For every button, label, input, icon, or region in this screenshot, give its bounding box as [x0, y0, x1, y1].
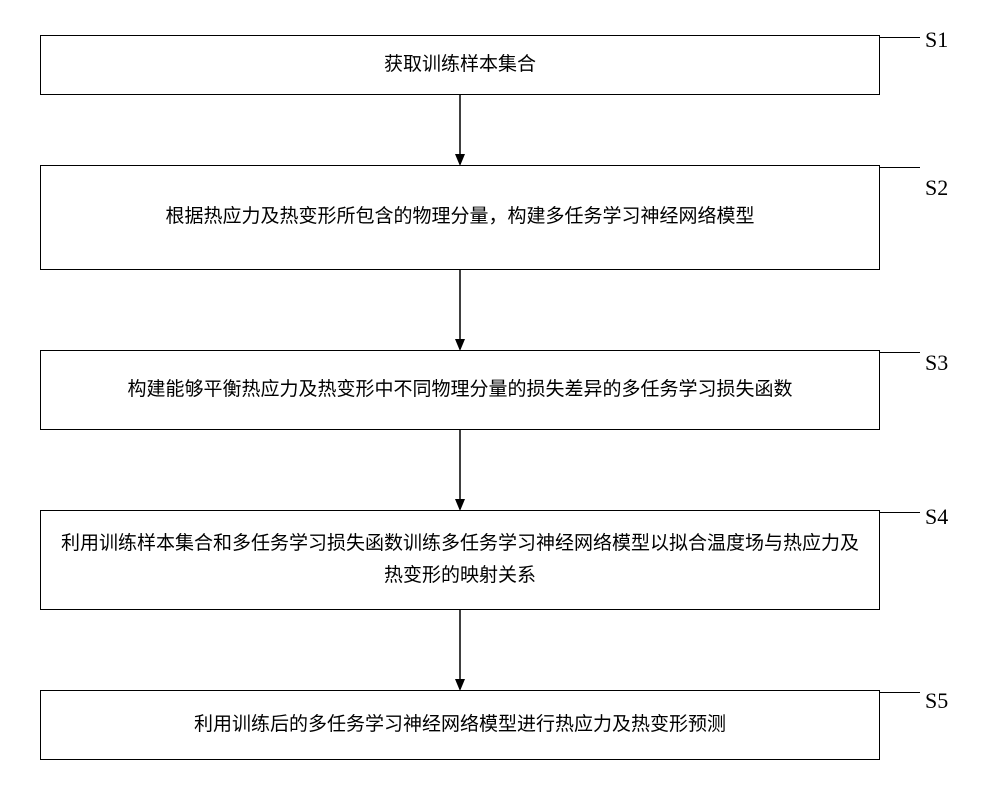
step-text: 获取训练样本集合	[384, 49, 536, 81]
step-leader-s5	[880, 692, 920, 693]
step-leader-s1	[880, 37, 920, 38]
step-label-s1: S1	[925, 27, 948, 53]
step-box-s4: 利用训练样本集合和多任务学习损失函数训练多任务学习神经网络模型以拟合温度场与热应…	[40, 510, 880, 610]
step-text: 利用训练后的多任务学习神经网络模型进行热应力及热变形预测	[194, 709, 726, 741]
step-box-s5: 利用训练后的多任务学习神经网络模型进行热应力及热变形预测	[40, 690, 880, 760]
step-box-s2: 根据热应力及热变形所包含的物理分量，构建多任务学习神经网络模型	[40, 165, 880, 270]
step-box-s1: 获取训练样本集合	[40, 35, 880, 95]
step-label-s3: S3	[925, 350, 948, 376]
step-label-s4: S4	[925, 504, 948, 530]
flowchart-canvas: 获取训练样本集合 S1 根据热应力及热变形所包含的物理分量，构建多任务学习神经网络模…	[0, 0, 1000, 800]
step-leader-s3	[880, 352, 920, 353]
step-leader-s4	[880, 512, 920, 513]
step-box-s3: 构建能够平衡热应力及热变形中不同物理分量的损失差异的多任务学习损失函数	[40, 350, 880, 430]
step-label-s5: S5	[925, 688, 948, 714]
step-label-s2: S2	[925, 175, 948, 201]
step-leader-s2	[880, 167, 920, 168]
step-text: 构建能够平衡热应力及热变形中不同物理分量的损失差异的多任务学习损失函数	[127, 374, 792, 406]
step-text: 根据热应力及热变形所包含的物理分量，构建多任务学习神经网络模型	[165, 201, 754, 233]
step-text: 利用训练样本集合和多任务学习损失函数训练多任务学习神经网络模型以拟合温度场与热应…	[55, 528, 865, 593]
